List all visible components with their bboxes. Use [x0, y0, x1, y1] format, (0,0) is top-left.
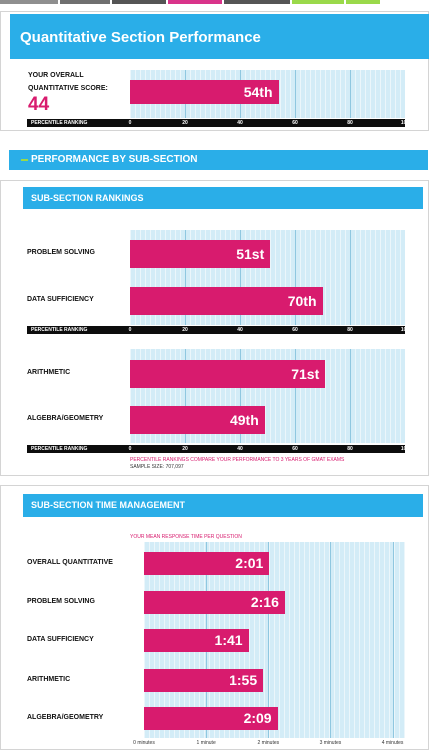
- chart-2-bar: 49th: [130, 406, 265, 434]
- page-title: Quantitative Section Performance: [20, 29, 261, 46]
- chart-2-tick-label: 40: [237, 446, 243, 452]
- chart-2-bar: 71st: [130, 360, 326, 388]
- chart-2-category-label: ARITHMETIC: [27, 369, 71, 376]
- chart-3-category-label: DATA SUFFICIENCY: [27, 635, 94, 643]
- chart-1-gridline: [350, 230, 351, 325]
- chart-1-axis-label: PERCENTILE RANKING: [31, 327, 88, 333]
- chart-3-bar: 1:41: [144, 629, 249, 652]
- chart-1-gridline: [185, 230, 186, 325]
- chart-3-bar: 2:01: [144, 552, 270, 575]
- chart-3-tick-label: 0 minutes: [133, 740, 155, 746]
- chart-0-axis-label: PERCENTILE RANKING: [31, 120, 88, 126]
- chart-0-tick-label: 60: [292, 120, 298, 126]
- chart-2-axis: PERCENTILE RANKING 0 20 40 60 80 100: [27, 445, 409, 453]
- chart-3-category-label: ALGEBRA/GEOMETRY: [27, 713, 104, 721]
- chart-1-tick-label: 0: [128, 327, 132, 333]
- top-tab-4[interactable]: [224, 0, 290, 4]
- panel-header: Quantitative Section Performance: [10, 14, 429, 59]
- chart-3-category-label: ARITHMETIC: [27, 675, 71, 683]
- chart-0-tick-label: 40: [237, 120, 243, 126]
- chart-0-gridline: [350, 70, 351, 118]
- chart-3-tick-label: 2 minutes: [257, 740, 280, 746]
- chart-2-axis-label: PERCENTILE RANKING: [31, 446, 88, 452]
- chart-2-gridline: [295, 349, 296, 443]
- overall-score-label-2: QUANTITATIVE SCORE:: [28, 85, 108, 92]
- chart-1-gridline: [240, 230, 241, 325]
- chart-2-tick-label: 60: [292, 446, 298, 452]
- chart-1-bar: 70th: [130, 287, 323, 315]
- time-caption: YOUR MEAN RESPONSE TIME PER QUESTION: [130, 534, 242, 540]
- chart-3-gridline: [268, 542, 270, 738]
- chart-3-category-label: OVERALL QUANTITATIVE: [27, 558, 113, 566]
- chart-2-tick-label: 20: [182, 446, 188, 452]
- top-tab-5[interactable]: [292, 0, 344, 4]
- chart-0-gridline: [295, 70, 296, 118]
- chart-3-tick-label: 4 minutes: [381, 740, 404, 746]
- sample-size-note: SAMPLE SIZE: 707,097: [130, 464, 184, 470]
- chart-3-bar: 2:09: [144, 707, 278, 730]
- chart-1-category-label: PROBLEM SOLVING: [27, 249, 95, 256]
- overall-score-value: 44: [28, 94, 50, 115]
- chart-2-gridline: [185, 349, 186, 443]
- chart-2-tick-label: 100: [400, 446, 410, 452]
- chart-2-category-label: ALGEBRA/GEOMETRY: [27, 415, 104, 422]
- top-tab-0[interactable]: [0, 0, 58, 4]
- chart-2-tick-label: 80: [347, 446, 353, 452]
- chart-3-gridline: [392, 542, 394, 738]
- time-title: SUB-SECTION TIME MANAGEMENT: [31, 500, 185, 510]
- top-tab-3[interactable]: [168, 0, 222, 4]
- chart-0-tick-label: 80: [347, 120, 353, 126]
- chart-3-category-label: PROBLEM SOLVING: [27, 597, 95, 605]
- chart-1-tick-label: 100: [400, 327, 410, 333]
- section-title: PERFORMANCE BY SUB-SECTION: [31, 154, 198, 165]
- section-header-bar: PERFORMANCE BY SUB-SECTION: [9, 150, 428, 170]
- chart-1-tick-label: 20: [182, 327, 188, 333]
- top-tab-6[interactable]: [346, 0, 380, 4]
- chart-3-tick-label: 1 minute: [196, 740, 216, 746]
- percentile-note: PERCENTILE RANKINGS COMPARE YOUR PERFORM…: [130, 457, 345, 463]
- collapse-dash-icon[interactable]: [21, 159, 28, 161]
- chart-0-tick-label: 0: [128, 120, 132, 126]
- chart-1-bar: 51st: [130, 240, 271, 268]
- chart-0-bar: 54th: [130, 80, 279, 104]
- top-tab-strip[interactable]: [0, 0, 429, 4]
- rankings-header: SUB-SECTION RANKINGS: [23, 187, 423, 209]
- chart-1-tick-label: 80: [347, 327, 353, 333]
- chart-2-tick-label: 0: [128, 446, 132, 452]
- chart-0-axis: PERCENTILE RANKING 0 20 40 60 80 100: [27, 119, 409, 127]
- top-tab-2[interactable]: [112, 0, 166, 4]
- chart-1-tick-label: 40: [237, 327, 243, 333]
- chart-3-bar: 2:16: [144, 591, 285, 614]
- chart-1-gridline: [295, 230, 296, 325]
- chart-1-category-label: DATA SUFFICIENCY: [27, 296, 94, 303]
- chart-1-axis: PERCENTILE RANKING 0 20 40 60 80 100: [27, 326, 409, 334]
- chart-3-bar: 1:55: [144, 669, 264, 692]
- chart-3-tick-label: 3 minutes: [319, 740, 342, 746]
- time-header: SUB-SECTION TIME MANAGEMENT: [23, 494, 423, 517]
- chart-3-gridline: [330, 542, 332, 738]
- chart-0-tick-label: 20: [182, 120, 188, 126]
- rankings-title: SUB-SECTION RANKINGS: [31, 193, 144, 203]
- chart-2-gridline: [240, 349, 241, 443]
- top-tab-1[interactable]: [60, 0, 110, 4]
- chart-0-tick-label: 100: [400, 120, 410, 126]
- chart-1-tick-label: 60: [292, 327, 298, 333]
- overall-score-label-1: YOUR OVERALL: [28, 72, 84, 79]
- chart-2-gridline: [350, 349, 351, 443]
